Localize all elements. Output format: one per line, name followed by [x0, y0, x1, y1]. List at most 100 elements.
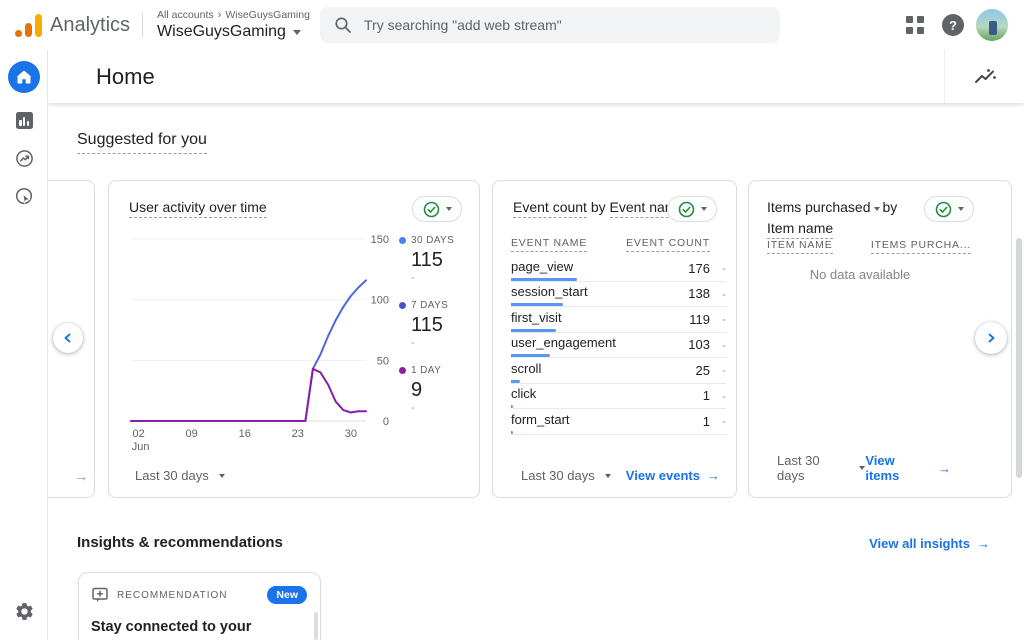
event-row: scroll 25-	[511, 358, 726, 384]
view-events-label: View events	[625, 468, 700, 483]
view-all-insights-link[interactable]: View all insights →	[869, 536, 990, 551]
caret-down-icon	[218, 473, 225, 478]
sidebar-item-explore[interactable]	[0, 139, 48, 177]
avatar-figure	[989, 21, 997, 35]
card-title: Items purchased by Item name	[767, 197, 937, 239]
card-status-menu-button[interactable]	[924, 196, 974, 222]
search-input[interactable]	[364, 17, 766, 33]
page-title: Home	[96, 63, 155, 89]
card-title: User activity over time	[129, 199, 267, 218]
items-card: Items purchased by Item name ITEM NAME IT…	[748, 180, 1012, 498]
event-bar	[511, 405, 513, 409]
legend-value: 9	[411, 379, 423, 401]
event-row: session_start 138-	[511, 282, 726, 307]
events-card: Event count by Event name EVENT NAME EVE…	[492, 180, 737, 498]
header-divider	[142, 12, 144, 38]
chevron-right-icon	[988, 333, 995, 343]
carousel-prev-button[interactable]	[53, 323, 83, 353]
card-title-metric[interactable]: Items purchased	[767, 199, 871, 215]
event-name: page_view	[511, 258, 574, 274]
date-range-selector[interactable]: Last 30 days	[521, 468, 611, 483]
svg-text:02: 02	[132, 428, 144, 440]
home-header: Home	[48, 50, 1024, 103]
legend-dot-icon	[399, 367, 406, 374]
svg-text:23: 23	[292, 428, 304, 440]
svg-text:150: 150	[371, 234, 389, 246]
event-count: 138	[688, 286, 710, 302]
home-icon	[17, 70, 30, 84]
chart-legend: 30 DAYS 115-7 DAYS 115-1 DAY 9-	[399, 231, 477, 453]
product-name: Analytics	[50, 13, 131, 36]
view-items-link[interactable]: View items →	[865, 453, 951, 483]
recommendation-card[interactable]: RECOMMENDATION New Stay connected to you…	[78, 572, 321, 640]
search-bar[interactable]	[320, 7, 780, 43]
recommendation-title: Stay connected to your business on the g…	[91, 619, 252, 635]
new-badge: New	[267, 586, 307, 604]
card-title-by: by	[590, 199, 606, 215]
event-row: page_view 176-	[511, 256, 726, 282]
account-switcher[interactable]: All accounts › WiseGuysGaming WiseGuysGa…	[157, 10, 310, 40]
svg-text:30: 30	[345, 428, 357, 440]
card-status-menu-button[interactable]	[667, 196, 717, 222]
view-events-link[interactable]: View events →	[626, 468, 720, 483]
apps-grid-icon[interactable]	[906, 16, 924, 34]
event-delta: -	[722, 363, 726, 378]
breadcrumb-root: All accounts	[157, 9, 214, 22]
event-bar	[511, 277, 577, 281]
column-header-items-purchased: ITEMS PURCHA...	[870, 239, 971, 254]
column-header-event-count: EVENT COUNT	[626, 237, 710, 252]
event-name: first_visit	[511, 309, 562, 325]
card-title-metric: Event count	[513, 199, 587, 218]
svg-text:50: 50	[377, 355, 389, 367]
date-range-selector[interactable]: Last 30 days	[135, 468, 225, 483]
check-circle-icon	[423, 201, 439, 217]
event-name: scroll	[511, 360, 542, 376]
event-row: click 1-	[511, 384, 726, 409]
analytics-logo-icon	[15, 13, 42, 37]
sidebar-item-home[interactable]	[7, 61, 40, 93]
event-row: user_engagement 103-	[511, 333, 726, 358]
event-delta: -	[722, 388, 726, 403]
property-name: WiseGuysGaming	[157, 23, 286, 40]
carousel-next-button[interactable]	[975, 322, 1007, 354]
avatar[interactable]	[976, 9, 1008, 41]
event-bar	[511, 354, 550, 358]
chevron-right-icon: ›	[217, 9, 222, 21]
chart-region: 0 50 100 150 02 Jun 09 16 23 30 30 DAYS 115-7 DAYS…	[129, 231, 477, 453]
no-data-message: No data available	[809, 267, 911, 282]
grid-square	[906, 27, 913, 34]
svg-text:0: 0	[383, 416, 389, 428]
arrow-right-icon[interactable]: →	[74, 468, 88, 484]
date-range-selector[interactable]: Last 30 days	[777, 453, 866, 483]
recommendation-scrollbar[interactable]	[314, 612, 318, 640]
event-delta: -	[722, 414, 726, 429]
legend-item: 30 DAYS 115-	[399, 235, 477, 285]
event-count: 103	[688, 337, 710, 353]
logo-bar-tall	[35, 14, 42, 37]
event-bar	[511, 379, 520, 383]
sidebar-item-admin[interactable]	[0, 601, 48, 622]
sidebar-item-advertising[interactable]	[0, 177, 48, 215]
svg-text:100: 100	[371, 295, 389, 307]
arrow-right-icon: →	[938, 460, 951, 476]
help-icon[interactable]: ?	[942, 14, 964, 36]
column-header-event-name: EVENT NAME	[511, 237, 588, 252]
arrow-right-icon: →	[977, 536, 990, 551]
card-status-menu-button[interactable]	[412, 196, 462, 222]
svg-text:09: 09	[186, 428, 198, 440]
legend-value: 115	[411, 314, 443, 336]
items-table-header: ITEM NAME ITEMS PURCHA...	[767, 239, 971, 254]
event-count: 1	[702, 388, 710, 404]
event-delta: -	[722, 337, 726, 352]
legend-label: 30 DAYS	[411, 235, 455, 246]
view-items-label: View items	[865, 453, 900, 483]
caret-down-icon	[604, 473, 611, 478]
card-title-dimension: Event name	[609, 199, 685, 218]
sidebar-item-reports[interactable]	[0, 101, 48, 139]
recommendation-kicker: RECOMMENDATION	[117, 589, 228, 601]
event-delta: -	[722, 286, 726, 301]
insights-section-title: Insights & recommendations	[77, 534, 283, 551]
grid-square	[906, 16, 913, 23]
page-scrollbar[interactable]	[1016, 238, 1022, 478]
insights-button[interactable]	[944, 50, 1024, 103]
